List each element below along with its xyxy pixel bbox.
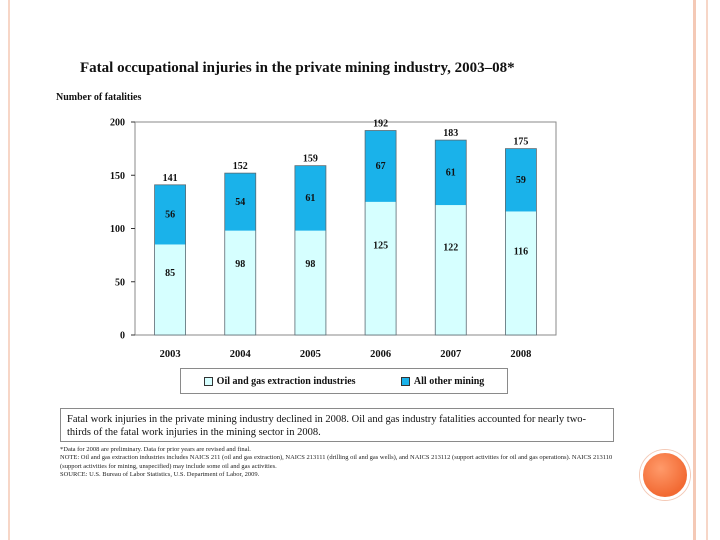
data-label-total: 183: [443, 128, 458, 139]
y-tick-label: 100: [110, 224, 125, 235]
data-label-total: 152: [233, 161, 248, 172]
data-label-oil-gas: 98: [305, 259, 315, 270]
data-label-other-mining: 61: [305, 193, 315, 204]
legend-swatch-other-mining: [400, 376, 410, 386]
summary-note-box: Fatal work injuries in the private minin…: [60, 408, 614, 442]
x-tick-label: 2003: [160, 349, 181, 360]
y-tick-label: 50: [115, 277, 125, 288]
legend-item-oil-gas: Oil and gas extraction industries: [203, 375, 356, 387]
legend-label-oil-gas: Oil and gas extraction industries: [216, 375, 356, 387]
right-decor-rail: [693, 0, 696, 540]
legend-swatch-oil-gas: [203, 376, 213, 386]
footnotes: *Data for 2008 are preliminary. Data for…: [60, 446, 620, 480]
chart-legend: Oil and gas extraction industries All ot…: [180, 368, 508, 394]
legend-item-other-mining: All other mining: [400, 375, 485, 387]
y-tick-label: 0: [120, 331, 125, 342]
data-label-oil-gas: 98: [235, 259, 245, 270]
chart-title: Fatal occupational injuries in the priva…: [80, 60, 515, 76]
bar-other-mining: [294, 165, 326, 231]
bar-outline: [364, 130, 397, 336]
data-label-oil-gas: 85: [165, 268, 175, 279]
data-label-other-mining: 54: [235, 197, 245, 208]
x-tick-label: 2005: [300, 349, 321, 360]
data-label-total: 141: [163, 173, 178, 184]
data-label-oil-gas: 116: [514, 247, 528, 258]
data-label-total: 192: [373, 119, 388, 130]
data-label-other-mining: 61: [446, 168, 456, 179]
data-label-other-mining: 59: [516, 175, 526, 186]
bar-outline: [434, 139, 467, 336]
bar-oil-gas: [435, 205, 467, 335]
x-tick-label: 2006: [370, 349, 391, 360]
y-axis-label: Number of fatalities: [56, 92, 142, 103]
footnote-preliminary: *Data for 2008 are preliminary. Data for…: [60, 446, 251, 453]
data-label-other-mining: 56: [165, 210, 175, 221]
data-label-total: 159: [303, 154, 318, 165]
bar-other-mining: [505, 148, 537, 212]
legend-label-other-mining: All other mining: [413, 375, 485, 387]
left-decor-rail: [8, 0, 10, 540]
x-tick-label: 2004: [230, 349, 252, 360]
bar-outline: [224, 172, 257, 336]
footnote-note: NOTE: Oil and gas extraction industries …: [60, 454, 613, 470]
data-label-total: 175: [513, 137, 528, 148]
bar-other-mining: [224, 173, 256, 231]
bar-oil-gas: [294, 230, 326, 335]
bar-oil-gas: [154, 244, 186, 335]
x-tick-label: 2008: [510, 349, 531, 360]
bar-outline: [294, 165, 327, 336]
x-tick-label: 2007: [440, 349, 461, 360]
bar-other-mining: [154, 184, 186, 245]
data-label-oil-gas: 125: [373, 240, 388, 251]
bar-other-mining: [365, 130, 397, 202]
footnote-source: SOURCE: U.S. Bureau of Labor Statistics,…: [60, 471, 260, 479]
bar-oil-gas: [224, 230, 256, 335]
plot-area: [134, 121, 557, 336]
y-tick-label: 200: [110, 118, 125, 129]
bar-outline: [154, 184, 186, 336]
bar-outline: [505, 148, 537, 336]
y-tick-label: 150: [110, 171, 125, 182]
right-decor-rail-inner: [706, 0, 708, 540]
bar-other-mining: [435, 140, 467, 206]
decorative-orb: [640, 450, 690, 500]
bar-oil-gas: [505, 211, 537, 335]
data-label-oil-gas: 122: [443, 243, 458, 254]
bar-oil-gas: [365, 201, 397, 335]
data-label-other-mining: 67: [376, 161, 386, 172]
